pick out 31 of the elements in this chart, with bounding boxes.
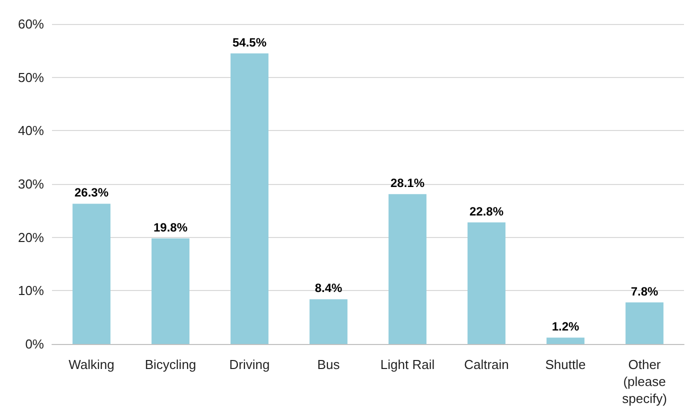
bar (546, 338, 584, 344)
x-tick-label: Driving (229, 357, 270, 372)
data-label: 1.2% (552, 320, 580, 334)
data-label: 22.8% (469, 204, 504, 218)
y-tick-label: 60% (18, 16, 44, 32)
bar (388, 194, 426, 344)
data-label: 54.5% (232, 35, 267, 50)
y-tick-label: 50% (18, 70, 44, 85)
bar (310, 299, 348, 344)
x-tick-label: Shuttle (545, 357, 586, 372)
bar (468, 222, 506, 344)
data-label: 7.8% (630, 284, 658, 298)
y-tick-label: 10% (18, 283, 44, 298)
y-tick-label: 20% (18, 230, 44, 245)
y-tick-label: 30% (18, 176, 44, 192)
data-label: 19.8% (153, 220, 188, 234)
x-tick-label: Walking (68, 357, 114, 372)
y-tick-label: 40% (18, 123, 44, 138)
data-label: 28.1% (390, 176, 425, 190)
bar (626, 302, 664, 344)
x-tick-label: Caltrain (464, 357, 509, 372)
x-tick-label: Bus (317, 357, 340, 372)
data-label: 8.4% (314, 281, 342, 296)
bar (152, 238, 190, 344)
x-tick-label: Bicycling (144, 357, 196, 372)
data-label: 26.3% (74, 186, 109, 200)
bar (230, 53, 268, 344)
x-tick-label: Other (please specify) (622, 357, 667, 406)
x-tick-label: Light Rail (380, 357, 435, 372)
bar (72, 204, 110, 344)
y-tick-label: 0% (25, 336, 44, 352)
